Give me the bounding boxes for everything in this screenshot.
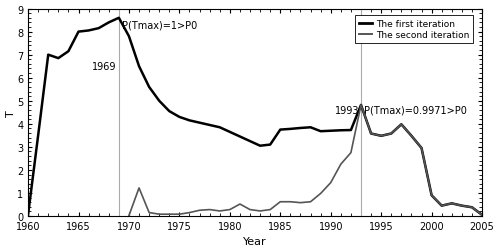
Text: P(Tmax)=0.9971>P0: P(Tmax)=0.9971>P0 — [364, 106, 467, 115]
X-axis label: Year: Year — [243, 237, 267, 246]
Text: 1969: 1969 — [92, 62, 117, 72]
Legend: The first iteration, The second iteration: The first iteration, The second iteratio… — [356, 16, 473, 44]
Text: P(Tmax)=1>P0: P(Tmax)=1>P0 — [122, 21, 197, 30]
Y-axis label: T: T — [6, 109, 16, 116]
Text: 1993: 1993 — [334, 106, 359, 115]
